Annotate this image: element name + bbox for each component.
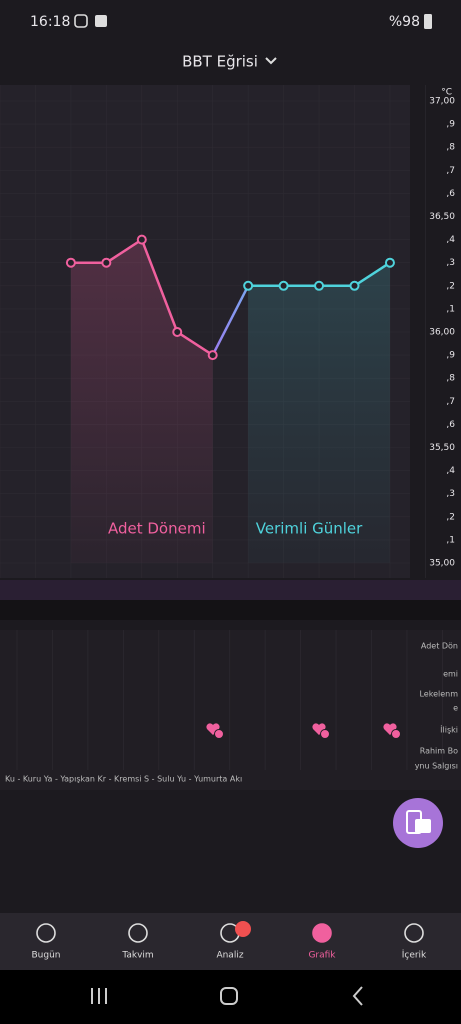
status-battery: %98 — [389, 14, 420, 30]
heart-icon — [206, 723, 220, 735]
nav-label[interactable]: Takvim — [121, 951, 153, 961]
nav-icon[interactable] — [36, 923, 56, 943]
pill-icon — [391, 729, 401, 739]
nav-icon[interactable] — [312, 923, 332, 943]
pill-icon — [214, 729, 224, 739]
heart-icon — [312, 723, 326, 735]
tracker-area — [0, 630, 461, 790]
point[interactable] — [314, 280, 325, 291]
y-tick-label: ,8 — [446, 143, 455, 153]
point[interactable] — [243, 280, 254, 291]
y-tick-label: ,3 — [446, 258, 455, 268]
tracker-label: İlişki — [440, 725, 458, 735]
y-tick-label: 35,00 — [429, 559, 455, 569]
y-tick-label: ,2 — [446, 281, 455, 291]
badge — [235, 921, 251, 937]
legend-label: Adet Dönemi — [108, 520, 206, 538]
legend-label: Verimli Günler — [256, 520, 363, 538]
y-tick-label: ,6 — [446, 420, 455, 430]
screen-title[interactable]: BBT Eğrisi — [182, 53, 258, 71]
point[interactable] — [65, 257, 76, 268]
y-tick-label: ,7 — [446, 166, 455, 176]
share-icon — [415, 819, 431, 833]
point[interactable] — [207, 350, 218, 361]
tracker-legend: Ku - Kuru Ya - Yapışkan Kr - Kremsi S - … — [5, 775, 242, 784]
day-row — [0, 600, 461, 620]
y-tick-label: ,9 — [446, 120, 455, 130]
y-tick-label: ,6 — [446, 189, 455, 199]
y-tick-label: ,4 — [446, 466, 455, 476]
y-tick-label: ,2 — [446, 512, 455, 522]
point[interactable] — [101, 257, 112, 268]
pill-icon — [320, 729, 330, 739]
y-axis-label: °C — [441, 88, 452, 98]
tracker-label: emi — [443, 670, 458, 679]
point[interactable] — [278, 280, 289, 291]
home-button[interactable] — [220, 987, 238, 1005]
battery-icon — [424, 14, 432, 29]
system-nav — [0, 970, 461, 1024]
nav-icon[interactable] — [404, 923, 424, 943]
y-tick-label: ,1 — [446, 304, 455, 314]
y-tick-label: ,1 — [446, 535, 455, 545]
area — [248, 262, 390, 563]
status-time: 16:18 — [30, 14, 70, 30]
y-tick-label: ,3 — [446, 489, 455, 499]
nav-label[interactable]: İçerik — [402, 950, 427, 961]
nav-label[interactable]: Analiz — [216, 951, 243, 961]
y-tick-label: ,8 — [446, 374, 455, 384]
y-tick-label: ,7 — [446, 397, 455, 407]
y-tick-label: 36,00 — [429, 328, 455, 338]
date-row — [0, 580, 461, 600]
nav-label[interactable]: Bugün — [32, 951, 61, 961]
dropdown-icon[interactable] — [265, 57, 277, 65]
tracker-label: Lekelenm — [419, 690, 458, 699]
y-tick-label: ,4 — [446, 235, 455, 245]
y-tick-label: ,9 — [446, 351, 455, 361]
y-tick-label: 37,00 — [429, 97, 455, 107]
point[interactable] — [384, 257, 395, 268]
heart-icon — [383, 723, 397, 735]
tracker-label: Adet Dön — [421, 642, 458, 651]
y-tick-label: 36,50 — [429, 212, 455, 222]
recents-button[interactable] — [91, 988, 107, 1004]
back-button[interactable] — [352, 986, 363, 1006]
nav-label[interactable]: Grafik — [308, 951, 336, 961]
nav-icon[interactable] — [128, 923, 148, 943]
point[interactable] — [349, 280, 360, 291]
connector-line — [211, 285, 250, 356]
status-icon — [74, 14, 88, 28]
tracker-label: ynu Salgısı — [415, 762, 458, 771]
point[interactable] — [172, 327, 183, 337]
point[interactable] — [136, 234, 147, 245]
area — [70, 239, 213, 563]
tracker-label: Rahim Bo — [420, 747, 458, 756]
status-icon — [95, 15, 107, 27]
y-tick-label: 35,50 — [429, 443, 455, 453]
tracker-label: e — [453, 704, 458, 713]
